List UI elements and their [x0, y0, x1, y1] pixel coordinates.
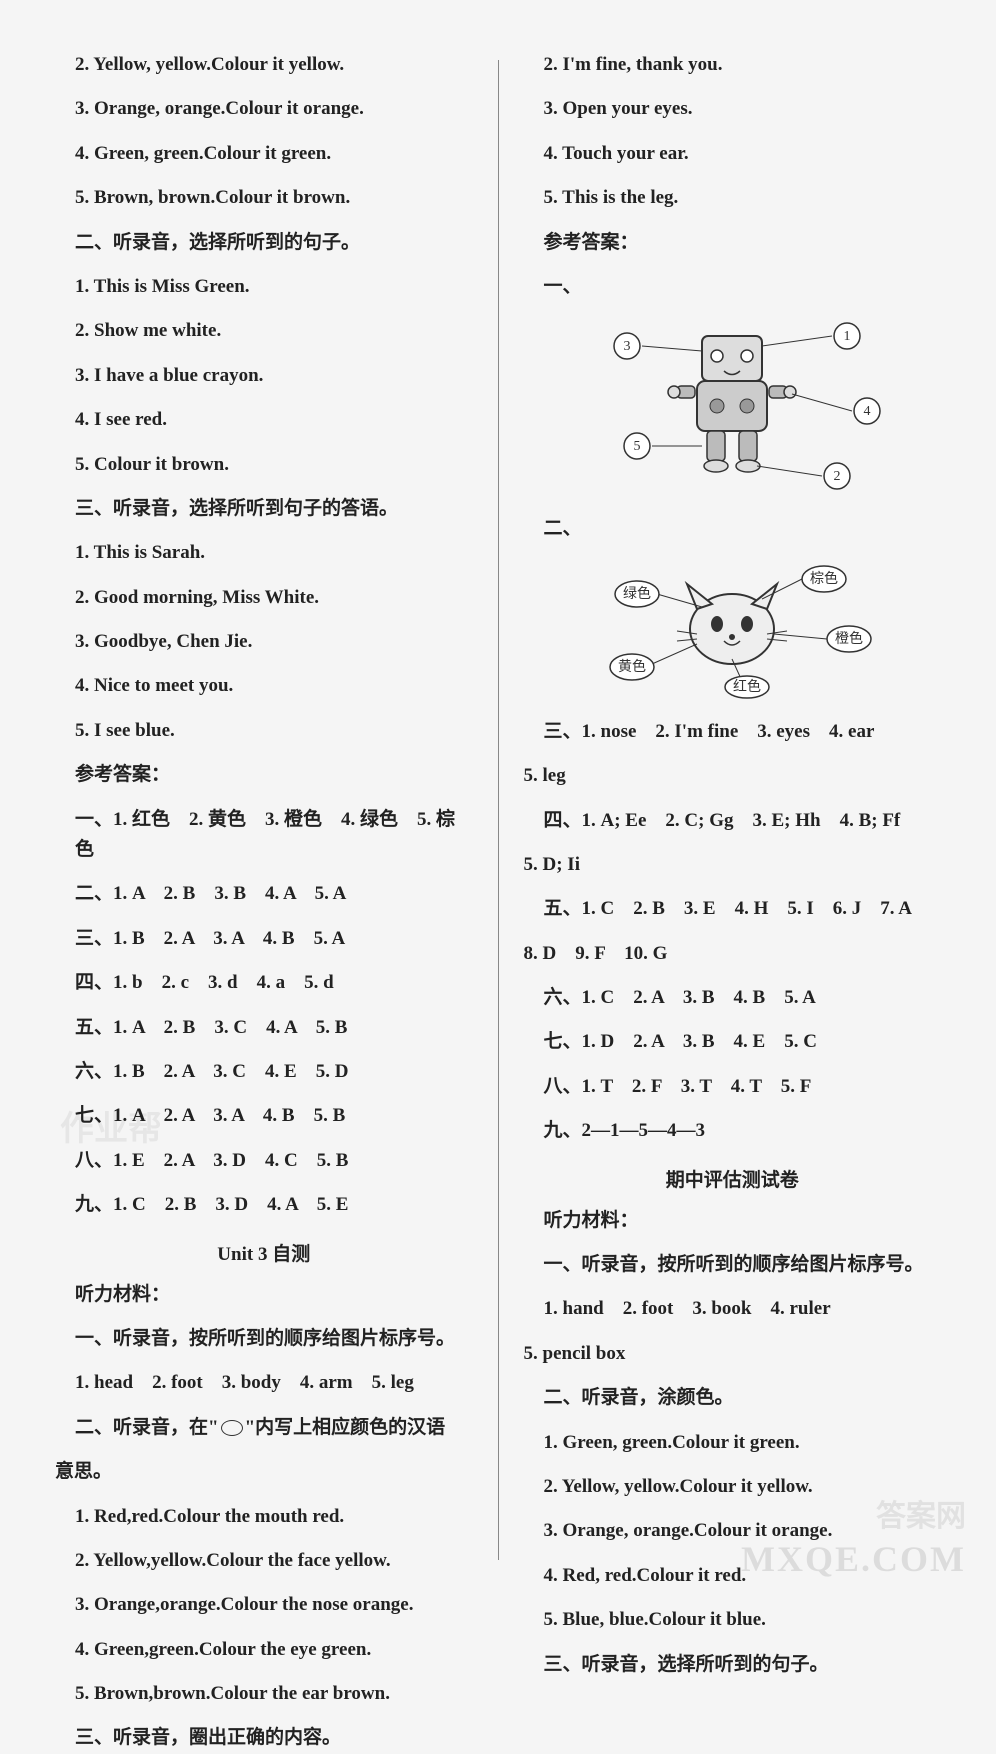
robot-label-4: 4: [864, 405, 871, 420]
text-line: 3. I have a blue crayon.: [55, 361, 473, 391]
text-line: 2. I'm fine, thank you.: [524, 50, 942, 80]
text-line: 4. Green,green.Colour the eye green.: [55, 1635, 473, 1665]
listening-label-r: 听力材料：: [524, 1206, 942, 1236]
section-2-label: 二、: [524, 514, 942, 544]
text-line: 3. Orange, orange.Colour it orange.: [55, 94, 473, 124]
cat-label-brown: 棕色: [810, 570, 838, 587]
text-line: 三、1. nose 2. I'm fine 3. eyes 4. ear: [524, 717, 942, 747]
ans4b: 8. D 9. F 10. G: [524, 939, 942, 969]
right-block1: 2. I'm fine, thank you. 3. Open your eyes…: [524, 50, 942, 214]
oval-prefix: 二、听录音，在": [75, 1417, 219, 1438]
robot-diagram: 1 2 3 4 5: [572, 316, 892, 496]
text-line: 5. Brown, brown.Colour it brown.: [55, 183, 473, 213]
text-line: 一、1. 红色 2. 黄色 3. 橙色 4. 绿色 5. 棕色: [55, 805, 473, 866]
text-line: 2. Yellow, yellow.Colour it yellow.: [524, 1472, 942, 1502]
text-line: 3. Open your eyes.: [524, 94, 942, 124]
text-line: 5. Blue, blue.Colour it blue.: [524, 1605, 942, 1635]
text-line: 5. I see blue.: [55, 716, 473, 746]
text-line: 一、听录音，按所听到的顺序给图片标序号。: [55, 1324, 473, 1354]
mid-block2: 二、听录音，涂颜色。 1. Green, green.Colour it gree…: [524, 1383, 942, 1680]
text-line: 八、1. T 2. F 3. T 4. T 5. F: [524, 1072, 942, 1102]
unit3-block1: 一、听录音，按所听到的顺序给图片标序号。 1. head 2. foot 3. b…: [55, 1324, 473, 1399]
left-column: 2. Yellow, yellow.Colour it yellow. 3. Or…: [40, 50, 498, 1570]
text-line: 六、1. B 2. A 3. C 4. E 5. D: [55, 1057, 473, 1087]
right-column: 2. I'm fine, thank you. 3. Open your eyes…: [499, 50, 957, 1570]
robot-label-2: 2: [834, 470, 841, 485]
text-line: 4. I see red.: [55, 405, 473, 435]
midterm-heading: 期中评估测试卷: [524, 1165, 942, 1192]
oval-suffix: "内写上相应颜色的汉语: [245, 1417, 446, 1438]
text-line: 2. Good morning, Miss White.: [55, 583, 473, 613]
text-line: 三、1. B 2. A 3. A 4. B 5. A: [55, 924, 473, 954]
text-line: 5. Brown,brown.Colour the ear brown.: [55, 1679, 473, 1709]
oval-line: 二、听录音，在" "内写上相应颜色的汉语: [55, 1413, 473, 1443]
text-line: 1. Green, green.Colour it green.: [524, 1428, 942, 1458]
cat-label-red: 红色: [733, 678, 761, 695]
ans2b: 5. leg: [524, 761, 942, 791]
text-line: 1. Red,red.Colour the mouth red.: [55, 1502, 473, 1532]
unit3-block2: 1. Red,red.Colour the mouth red. 2. Yello…: [55, 1502, 473, 1754]
text-line: 5. Colour it brown.: [55, 450, 473, 480]
robot-label-3: 3: [624, 340, 631, 355]
section-1-label: 一、: [524, 272, 942, 302]
text-line: 五、1. C 2. B 3. E 4. H 5. I 6. J 7. A: [524, 894, 942, 924]
text-line: 1. hand 2. foot 3. book 4. ruler: [524, 1294, 942, 1324]
robot-label-1: 1: [844, 330, 851, 345]
text-line: 二、听录音，涂颜色。: [524, 1383, 942, 1413]
text-line: 二、听录音，选择所听到的句子。: [55, 228, 473, 258]
cat-label-green: 绿色: [623, 585, 651, 602]
left-block1: 2. Yellow, yellow.Colour it yellow. 3. Or…: [55, 50, 473, 746]
text-line: 七、1. A 2. A 3. A 4. B 5. B: [55, 1101, 473, 1131]
text-line: 4. Nice to meet you.: [55, 671, 473, 701]
robot-label-5: 5: [634, 440, 641, 455]
text-line: 3. Orange,orange.Colour the nose orange.: [55, 1590, 473, 1620]
cat-label-orange: 橙色: [835, 630, 863, 647]
text-line: 一、听录音，按所听到的顺序给图片标序号。: [524, 1250, 942, 1280]
text-line: 四、1. b 2. c 3. d 4. a 5. d: [55, 968, 473, 998]
text-line: 四、1. A; Ee 2. C; Gg 3. E; Hh 4. B; Ff: [524, 806, 942, 836]
oval-line2: 意思。: [55, 1457, 473, 1487]
text-line: 2. Yellow,yellow.Colour the face yellow.: [55, 1546, 473, 1576]
text-line: 4. Touch your ear.: [524, 139, 942, 169]
text-line: 八、1. E 2. A 3. D 4. C 5. B: [55, 1146, 473, 1176]
text-line: 三、听录音，选择所听到的句子。: [524, 1650, 942, 1680]
text-line: 3. Goodbye, Chen Jie.: [55, 627, 473, 657]
page: 2. Yellow, yellow.Colour it yellow. 3. Or…: [0, 0, 996, 1600]
left-answers: 一、1. 红色 2. 黄色 3. 橙色 4. 绿色 5. 棕色二、1. A 2.…: [55, 805, 473, 1221]
text-line: 1. head 2. foot 3. body 4. arm 5. leg: [55, 1368, 473, 1398]
listening-label: 听力材料：: [55, 1280, 473, 1310]
text-line: 5. This is the leg.: [524, 183, 942, 213]
text-line: 三、听录音，选择所听到句子的答语。: [55, 494, 473, 524]
cat-label-yellow: 黄色: [618, 658, 646, 675]
text-line: 二、1. A 2. B 3. B 4. A 5. A: [55, 879, 473, 909]
mid-block1: 一、听录音，按所听到的顺序给图片标序号。 1. hand 2. foot 3. b…: [524, 1250, 942, 1325]
text-line: 4. Red, red.Colour it red.: [524, 1561, 942, 1591]
text-line: 九、2—1—5—4—3: [524, 1116, 942, 1146]
text-line: 2. Yellow, yellow.Colour it yellow.: [55, 50, 473, 80]
right-answers4: 五、1. C 2. B 3. E 4. H 5. I 6. J 7. A: [524, 894, 942, 924]
right-answers5: 六、1. C 2. A 3. B 4. B 5. A 七、1. D 2. A 3.…: [524, 983, 942, 1147]
answers-label-r: 参考答案：: [524, 228, 942, 258]
cat-diagram: 绿色 棕色 橙色 黄色 红色: [582, 559, 882, 699]
right-answers3: 四、1. A; Ee 2. C; Gg 3. E; Hh 4. B; Ff: [524, 806, 942, 836]
text-line: 1. This is Sarah.: [55, 538, 473, 568]
oval-icon: [221, 1420, 243, 1436]
text-line: 九、1. C 2. B 3. D 4. A 5. E: [55, 1190, 473, 1220]
text-line: 五、1. A 2. B 3. C 4. A 5. B: [55, 1013, 473, 1043]
right-answers2: 三、1. nose 2. I'm fine 3. eyes 4. ear: [524, 717, 942, 747]
text-line: 三、听录音，圈出正确的内容。: [55, 1723, 473, 1753]
ans3b: 5. D; Ii: [524, 850, 942, 880]
text-line: 4. Green, green.Colour it green.: [55, 139, 473, 169]
text-line: 七、1. D 2. A 3. B 4. E 5. C: [524, 1027, 942, 1057]
text-line: 3. Orange, orange.Colour it orange.: [524, 1516, 942, 1546]
answers-label: 参考答案：: [55, 760, 473, 790]
text-line: 六、1. C 2. A 3. B 4. B 5. A: [524, 983, 942, 1013]
unit3-heading: Unit 3 自测: [55, 1239, 473, 1266]
mid-b: 5. pencil box: [524, 1339, 942, 1369]
text-line: 2. Show me white.: [55, 316, 473, 346]
text-line: 1. This is Miss Green.: [55, 272, 473, 302]
